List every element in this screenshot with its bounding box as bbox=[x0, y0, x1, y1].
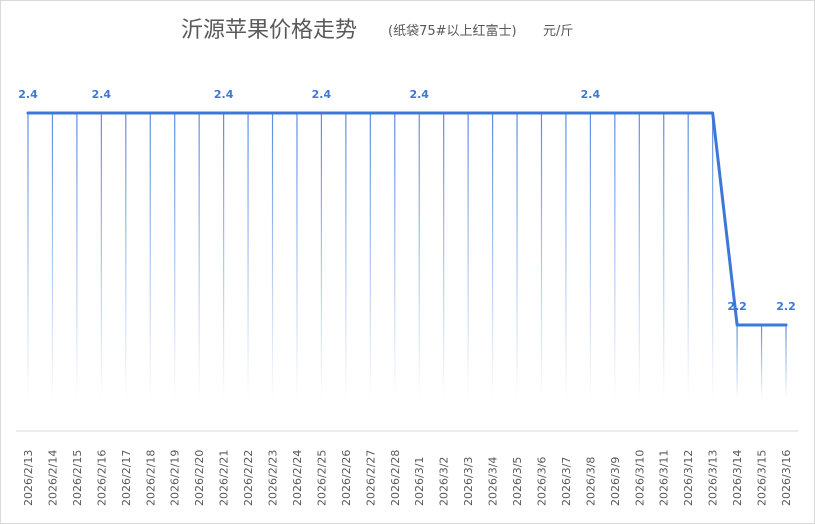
series-line bbox=[26, 111, 788, 327]
drop-line bbox=[467, 113, 469, 400]
drop-line bbox=[27, 113, 29, 400]
data-label: 2.4 bbox=[581, 88, 601, 101]
chart-title: 沂源苹果价格走势 bbox=[181, 18, 358, 43]
data-label: 2.4 bbox=[409, 88, 429, 101]
x-tick-label: 2026/3/14 bbox=[731, 450, 744, 506]
x-tick-label: 2026/3/11 bbox=[658, 450, 671, 506]
x-tick-label: 2026/3/10 bbox=[633, 450, 646, 506]
x-tick-label: 2026/2/13 bbox=[22, 450, 35, 506]
drop-line bbox=[296, 113, 298, 400]
drop-line bbox=[345, 113, 347, 400]
x-tick-label: 2026/2/23 bbox=[267, 450, 280, 506]
data-label: 2.2 bbox=[727, 300, 747, 313]
x-tick-label: 2026/2/15 bbox=[71, 450, 84, 506]
drop-line bbox=[785, 325, 787, 400]
drop-line bbox=[51, 113, 54, 400]
chart-subtitle: (纸袋75#以上红富士) bbox=[388, 24, 517, 39]
drop-line bbox=[638, 113, 640, 400]
data-label: 2.2 bbox=[776, 300, 796, 313]
x-tick-label: 2026/2/26 bbox=[340, 450, 353, 506]
drop-line bbox=[247, 113, 249, 400]
x-tick-label: 2026/3/15 bbox=[756, 450, 769, 506]
x-tick-label: 2026/2/21 bbox=[218, 450, 231, 506]
chart-unit: 元/斤 bbox=[543, 24, 574, 39]
x-tick-label: 2026/3/1 bbox=[413, 457, 426, 506]
x-tick-label: 2026/2/20 bbox=[193, 450, 206, 506]
x-tick-label: 2026/3/13 bbox=[707, 450, 720, 506]
data-label: 2.4 bbox=[214, 88, 234, 101]
drop-line bbox=[736, 325, 738, 400]
drop-line bbox=[174, 113, 176, 400]
drop-line bbox=[687, 113, 689, 400]
x-tick-label: 2026/3/2 bbox=[438, 457, 451, 506]
drop-line bbox=[614, 113, 616, 400]
x-tick-label: 2026/3/5 bbox=[511, 457, 524, 506]
drop-line bbox=[589, 113, 591, 400]
x-tick-label: 2026/2/16 bbox=[95, 450, 108, 506]
drop-line bbox=[149, 113, 151, 400]
x-tick-label: 2026/3/7 bbox=[560, 457, 573, 506]
drop-line bbox=[223, 113, 225, 400]
drop-line bbox=[540, 113, 543, 400]
x-tick-label: 2026/2/28 bbox=[389, 450, 402, 506]
x-tick-label: 2026/2/27 bbox=[364, 450, 377, 506]
x-tick-label: 2026/3/4 bbox=[487, 457, 500, 506]
drop-line bbox=[271, 113, 274, 400]
drop-line bbox=[198, 113, 200, 400]
drop-line bbox=[394, 113, 396, 400]
x-tick-label: 2026/2/18 bbox=[144, 450, 157, 506]
x-tick-label: 2026/2/17 bbox=[120, 450, 133, 506]
x-tick-label: 2026/3/8 bbox=[584, 457, 597, 506]
drop-line bbox=[565, 113, 567, 400]
x-tick-label: 2026/2/24 bbox=[291, 450, 304, 506]
data-label: 2.4 bbox=[18, 88, 38, 101]
drop-line bbox=[100, 113, 102, 400]
x-tick-label: 2026/3/6 bbox=[535, 457, 548, 506]
drop-line bbox=[320, 113, 323, 400]
x-tick-label: 2026/3/16 bbox=[780, 450, 793, 506]
drop-line bbox=[491, 113, 494, 400]
x-tick-label: 2026/2/19 bbox=[169, 450, 182, 506]
x-tick-label: 2026/2/14 bbox=[46, 450, 59, 506]
drop-line bbox=[516, 113, 518, 400]
drop-line bbox=[663, 113, 665, 400]
drop-line bbox=[76, 113, 78, 400]
drop-line bbox=[125, 113, 127, 400]
drop-line bbox=[418, 113, 420, 400]
data-label: 2.4 bbox=[312, 88, 332, 101]
drop-line bbox=[443, 113, 445, 400]
x-tick-label: 2026/3/3 bbox=[462, 457, 475, 506]
x-tick-label: 2026/2/22 bbox=[242, 450, 255, 506]
x-tick-label: 2026/3/12 bbox=[682, 450, 695, 506]
x-tick-label: 2026/3/9 bbox=[609, 457, 622, 506]
data-label: 2.4 bbox=[92, 88, 112, 101]
x-tick-label: 2026/2/25 bbox=[315, 450, 328, 506]
drop-line bbox=[369, 113, 371, 400]
drop-line bbox=[760, 325, 763, 400]
drop-line bbox=[712, 113, 714, 400]
